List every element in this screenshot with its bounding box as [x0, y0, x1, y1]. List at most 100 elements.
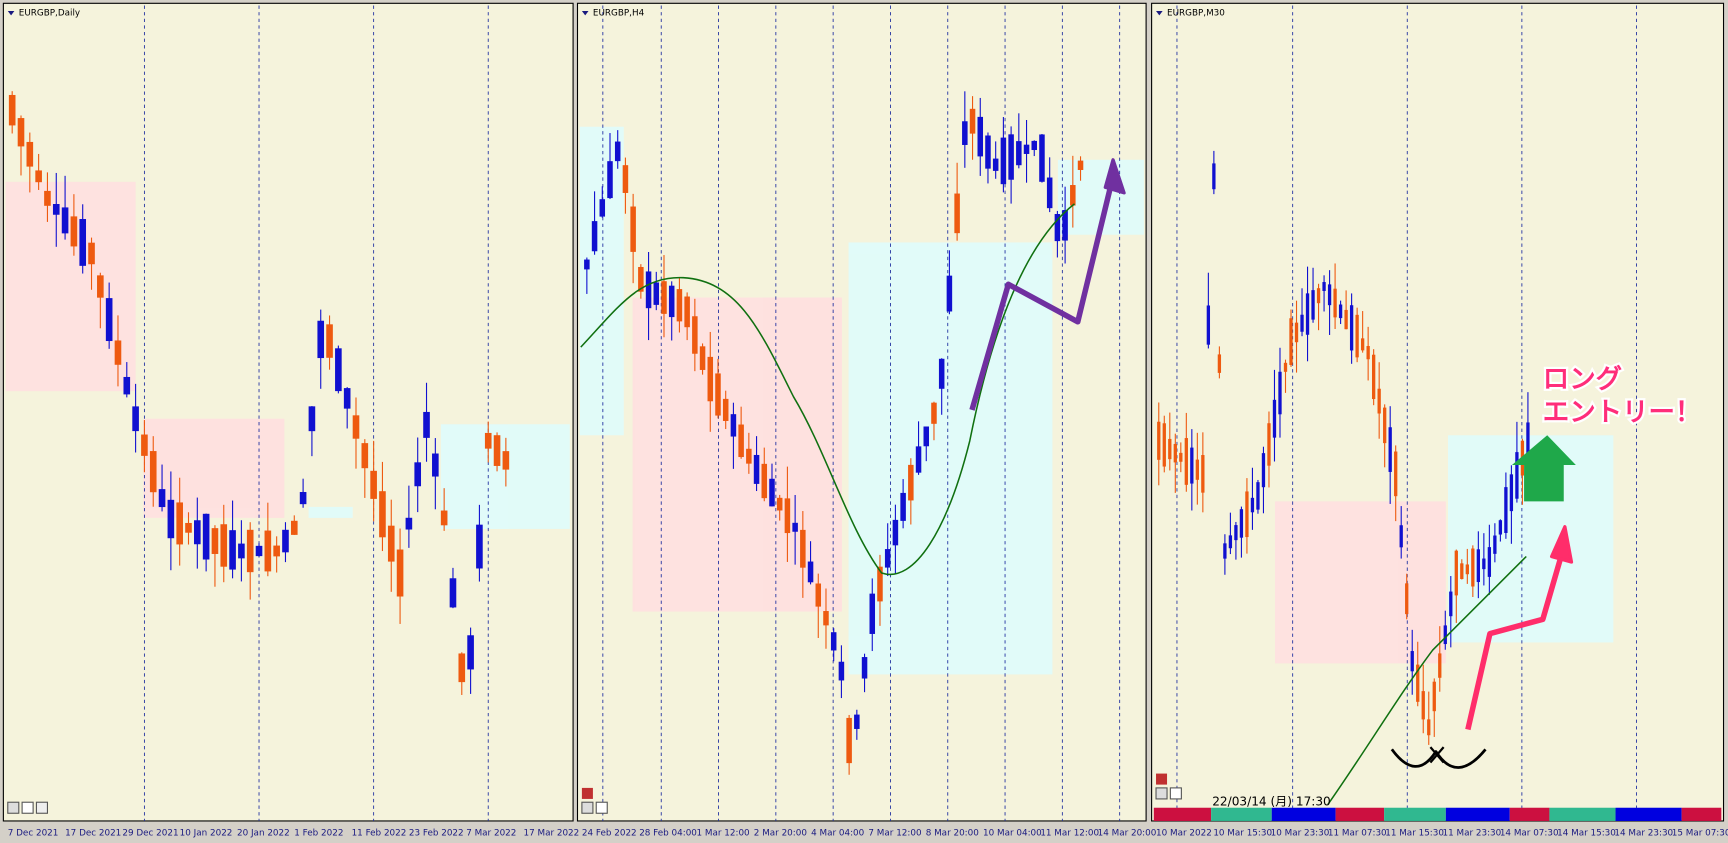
candle-body	[343, 388, 351, 409]
candle-body	[1388, 427, 1392, 472]
candle-body	[370, 470, 377, 499]
candle-body	[1190, 447, 1194, 484]
candle-body	[815, 583, 822, 607]
candle-body	[1023, 144, 1030, 154]
panel-backgrounds	[2, 2, 1725, 822]
candle-body	[1195, 459, 1199, 480]
candle-body	[290, 520, 298, 535]
candle-body	[282, 529, 289, 553]
date-label: 11 Mar 15:30	[1385, 828, 1444, 838]
candle-body	[1366, 346, 1370, 360]
date-label: 7 Mar 2022	[466, 828, 516, 838]
candle-body	[962, 121, 968, 145]
timebar	[1153, 807, 1722, 821]
date-label: 24 Feb 2022	[582, 828, 637, 838]
candle-body	[1016, 141, 1022, 166]
candle-body	[493, 435, 501, 466]
candle-body	[969, 108, 976, 134]
candle-body	[892, 519, 899, 546]
candle-body	[1438, 653, 1442, 678]
candle-body	[938, 358, 945, 389]
candle-body	[1316, 288, 1321, 304]
candle-body	[900, 492, 906, 521]
candle-body	[761, 463, 768, 499]
candle-body	[229, 530, 236, 570]
candle-body	[1394, 451, 1398, 497]
candle-body	[44, 190, 51, 206]
candle-body	[1272, 399, 1277, 438]
candle-body	[915, 446, 922, 473]
candle-body	[992, 158, 999, 171]
candle-body	[1206, 305, 1211, 345]
candle-body	[1349, 305, 1354, 351]
candle-body	[630, 206, 636, 252]
candle-body	[854, 714, 860, 729]
candle-body	[1039, 134, 1045, 182]
candle-body	[846, 717, 852, 764]
candle-body	[1070, 185, 1076, 206]
candle-body	[730, 414, 737, 437]
date-label: 7 Dec 2021	[8, 828, 59, 838]
candle-body	[264, 530, 272, 572]
candle-body	[440, 510, 448, 526]
date-label: 10 Mar 04:00	[983, 828, 1042, 838]
candles	[8, 91, 1530, 775]
candle-body	[97, 275, 104, 298]
candle-body	[1311, 290, 1315, 320]
date-label: 17 Mar 2022	[523, 828, 579, 838]
candle-body	[1239, 509, 1244, 538]
candle-body	[484, 432, 492, 449]
candle-body	[1289, 318, 1293, 365]
candle-body	[79, 219, 87, 266]
candle-body	[591, 221, 598, 252]
candle-body	[423, 411, 430, 438]
date-label: 4 Mar 04:00	[811, 828, 865, 838]
candle-body	[614, 141, 621, 162]
candle-body	[211, 528, 219, 554]
date-label: 11 Feb 2022	[352, 828, 407, 838]
candle-body	[1482, 558, 1486, 570]
candle-body	[1344, 309, 1348, 330]
candle-body	[1201, 455, 1205, 493]
candle-body	[877, 566, 883, 602]
candle-body	[1515, 452, 1519, 499]
candle-body	[1261, 453, 1266, 488]
candle-body	[1355, 314, 1359, 358]
date-label: 10 Mar 2022	[1156, 828, 1212, 838]
toolbox-icons	[7, 773, 1182, 814]
candle-body	[946, 275, 953, 312]
date-label: 1 Feb 2022	[294, 828, 343, 838]
candle-body	[149, 451, 157, 493]
candle-body	[954, 193, 960, 234]
candle-body	[273, 545, 280, 557]
candle-body	[52, 203, 60, 215]
candle-body	[1327, 284, 1332, 306]
candle-body	[1000, 137, 1007, 185]
candle-body	[476, 524, 483, 569]
date-label: 11 Mar 12:00	[1040, 828, 1099, 838]
candle-body	[1184, 438, 1188, 485]
candle-body	[458, 653, 466, 683]
candle-body	[1460, 563, 1464, 580]
candle-body	[707, 356, 714, 402]
panel-title: EURGBP,M30	[1167, 8, 1225, 18]
time-label: 22/03/14 (月) 17:30	[1212, 795, 1331, 809]
candle-body	[1454, 550, 1458, 596]
date-label: 7 Mar 12:00	[868, 828, 922, 838]
candle-body	[1173, 443, 1177, 463]
candle-body	[502, 451, 510, 470]
candle-body	[1383, 407, 1387, 444]
candle-body	[1427, 719, 1431, 736]
candle-body	[1449, 591, 1453, 617]
candle-body	[1377, 388, 1381, 414]
candle-body	[1305, 293, 1310, 335]
candle-body	[1504, 487, 1508, 533]
candle-body	[220, 524, 228, 567]
candle-body	[638, 266, 644, 292]
date-label: 11 Mar 23:30	[1443, 828, 1502, 838]
candle-body	[396, 549, 404, 597]
candle-body	[1168, 438, 1172, 460]
candle-body	[167, 499, 175, 539]
candle-body	[158, 489, 166, 508]
candle-body	[985, 135, 991, 169]
